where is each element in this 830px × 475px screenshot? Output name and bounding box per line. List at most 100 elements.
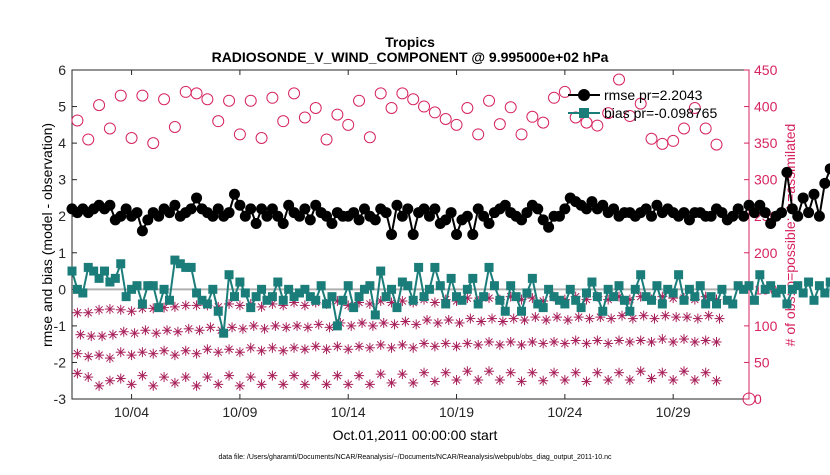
obs-assimilated-point [549,336,560,347]
obs-assimilated-point [357,317,368,328]
y-axis-right-label: # of obs: o=possible; ∗=assimilated [782,124,798,347]
bias-point [592,292,602,302]
bias-point [538,303,548,313]
obs-assimilated-point [454,317,465,328]
obs-possible-point [407,93,420,106]
rmse-point [391,199,403,211]
obs-assimilated-point [180,372,191,383]
bias-point [224,270,234,280]
obs-assimilated-point [570,367,581,378]
obs-assimilated-point [679,334,690,345]
obs-assimilated-point [419,367,430,378]
obs-possible-point [385,102,398,115]
obs-assimilated-point [451,341,462,352]
bias-point [527,273,537,283]
bias-point [814,281,824,291]
obs-assimilated-point [364,342,375,353]
bias-point [657,299,667,309]
obs-assimilated-point [115,347,126,358]
x-tick-label: 10/09 [222,404,257,420]
obs-assimilated-point [614,335,625,346]
bias-point [424,284,434,294]
x-tick-label: 10/14 [331,404,366,420]
obs-assimilated-point [183,323,194,334]
obs-possible-point [623,110,636,123]
bias-point [684,284,694,294]
obs-possible-point [309,102,322,115]
obs-possible-point [233,128,246,141]
bias-point [771,288,781,298]
obs-assimilated-point [104,375,115,386]
obs-possible-point [526,110,539,123]
obs-assimilated-point [94,350,105,361]
obs-possible-point [710,138,723,151]
obs-possible-point [678,122,691,135]
bias-point [582,288,592,298]
bias-point [630,284,640,294]
x-tick-label: 10/19 [439,404,474,420]
obs-assimilated-point [505,336,516,347]
y-tick-label-right: 350 [754,135,778,151]
obs-assimilated-point [172,326,183,337]
obs-assimilated-point [83,372,94,383]
bias-point [192,288,202,298]
obs-assimilated-point [292,320,303,331]
obs-possible-point [212,115,225,128]
bias-point [576,303,586,313]
obs-assimilated-point [570,335,581,346]
bias-point [717,284,727,294]
obs-assimilated-point [657,367,668,378]
obs-assimilated-point [115,304,126,315]
bias-point [452,292,462,302]
bias-point [619,295,629,305]
obs-possible-point [255,131,268,144]
obs-possible-point [461,102,474,115]
obs-possible-point [439,112,452,125]
bias-point [164,295,174,305]
obs-possible-point [493,118,506,131]
bias-point [679,295,689,305]
bias-point [674,270,684,280]
bias-point [457,295,467,305]
bias-point [175,259,185,269]
obs-assimilated-point [94,304,105,315]
bias-point [121,292,131,302]
bias-point [804,277,814,287]
obs-assimilated-point [603,374,614,385]
obs-assimilated-point [635,366,646,377]
obs-possible-point [201,93,214,106]
rmse-point [228,188,240,200]
obs-possible-point [613,73,626,86]
obs-assimilated-point [259,323,270,334]
obs-assimilated-point [234,380,245,391]
bias-point [235,277,245,287]
obs-assimilated-point [700,367,711,378]
obs-possible-point [103,122,116,135]
obs-assimilated-point [584,313,595,324]
obs-assimilated-point [386,342,397,353]
obs-possible-point [277,115,290,128]
obs-assimilated-point [224,344,235,355]
bias-point [311,295,321,305]
legend-rmse-marker [578,89,590,101]
obs-possible-point [645,132,658,145]
bias-point [370,310,380,320]
obs-assimilated-point [476,316,487,327]
bias-point [414,262,424,272]
obs-assimilated-point [129,328,140,339]
legend-rmse-label: rmse pr=2.2043 [604,87,703,103]
bias-point [278,295,288,305]
bias-point [825,277,830,287]
y-axis-left-label: rmse and bias (model - observation) [39,123,55,347]
bias-point [728,299,738,309]
x-tick-label: 10/29 [656,404,691,420]
obs-possible-point [667,134,680,147]
obs-assimilated-point [86,331,97,342]
rmse-point [451,229,463,240]
bias-point [132,281,142,291]
y-tick-label-left: -2 [54,354,67,370]
bias-point [257,284,267,294]
obs-assimilated-point [126,306,137,317]
obs-assimilated-point [451,374,462,385]
bias-point [652,281,662,291]
